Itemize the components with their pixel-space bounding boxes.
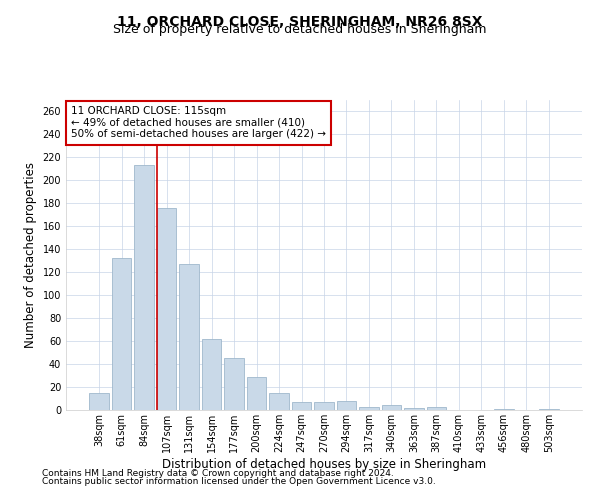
Bar bbox=[134, 166, 154, 410]
Text: Size of property relative to detached houses in Sheringham: Size of property relative to detached ho… bbox=[113, 22, 487, 36]
Bar bbox=[112, 258, 131, 410]
Text: 11, ORCHARD CLOSE, SHERINGHAM, NR26 8SX: 11, ORCHARD CLOSE, SHERINGHAM, NR26 8SX bbox=[117, 15, 483, 29]
Y-axis label: Number of detached properties: Number of detached properties bbox=[24, 162, 37, 348]
Bar bbox=[89, 393, 109, 410]
Bar bbox=[539, 409, 559, 410]
Text: Contains public sector information licensed under the Open Government Licence v3: Contains public sector information licen… bbox=[42, 477, 436, 486]
Bar bbox=[314, 402, 334, 410]
Bar bbox=[382, 406, 401, 410]
Text: 11 ORCHARD CLOSE: 115sqm
← 49% of detached houses are smaller (410)
50% of semi-: 11 ORCHARD CLOSE: 115sqm ← 49% of detach… bbox=[71, 106, 326, 140]
Bar bbox=[224, 358, 244, 410]
Bar bbox=[337, 401, 356, 410]
X-axis label: Distribution of detached houses by size in Sheringham: Distribution of detached houses by size … bbox=[162, 458, 486, 470]
Bar bbox=[359, 406, 379, 410]
Bar bbox=[427, 406, 446, 410]
Bar bbox=[404, 408, 424, 410]
Bar bbox=[157, 208, 176, 410]
Bar bbox=[179, 264, 199, 410]
Bar bbox=[292, 402, 311, 410]
Bar bbox=[202, 339, 221, 410]
Text: Contains HM Land Registry data © Crown copyright and database right 2024.: Contains HM Land Registry data © Crown c… bbox=[42, 468, 394, 477]
Bar bbox=[247, 376, 266, 410]
Bar bbox=[269, 393, 289, 410]
Bar bbox=[494, 409, 514, 410]
